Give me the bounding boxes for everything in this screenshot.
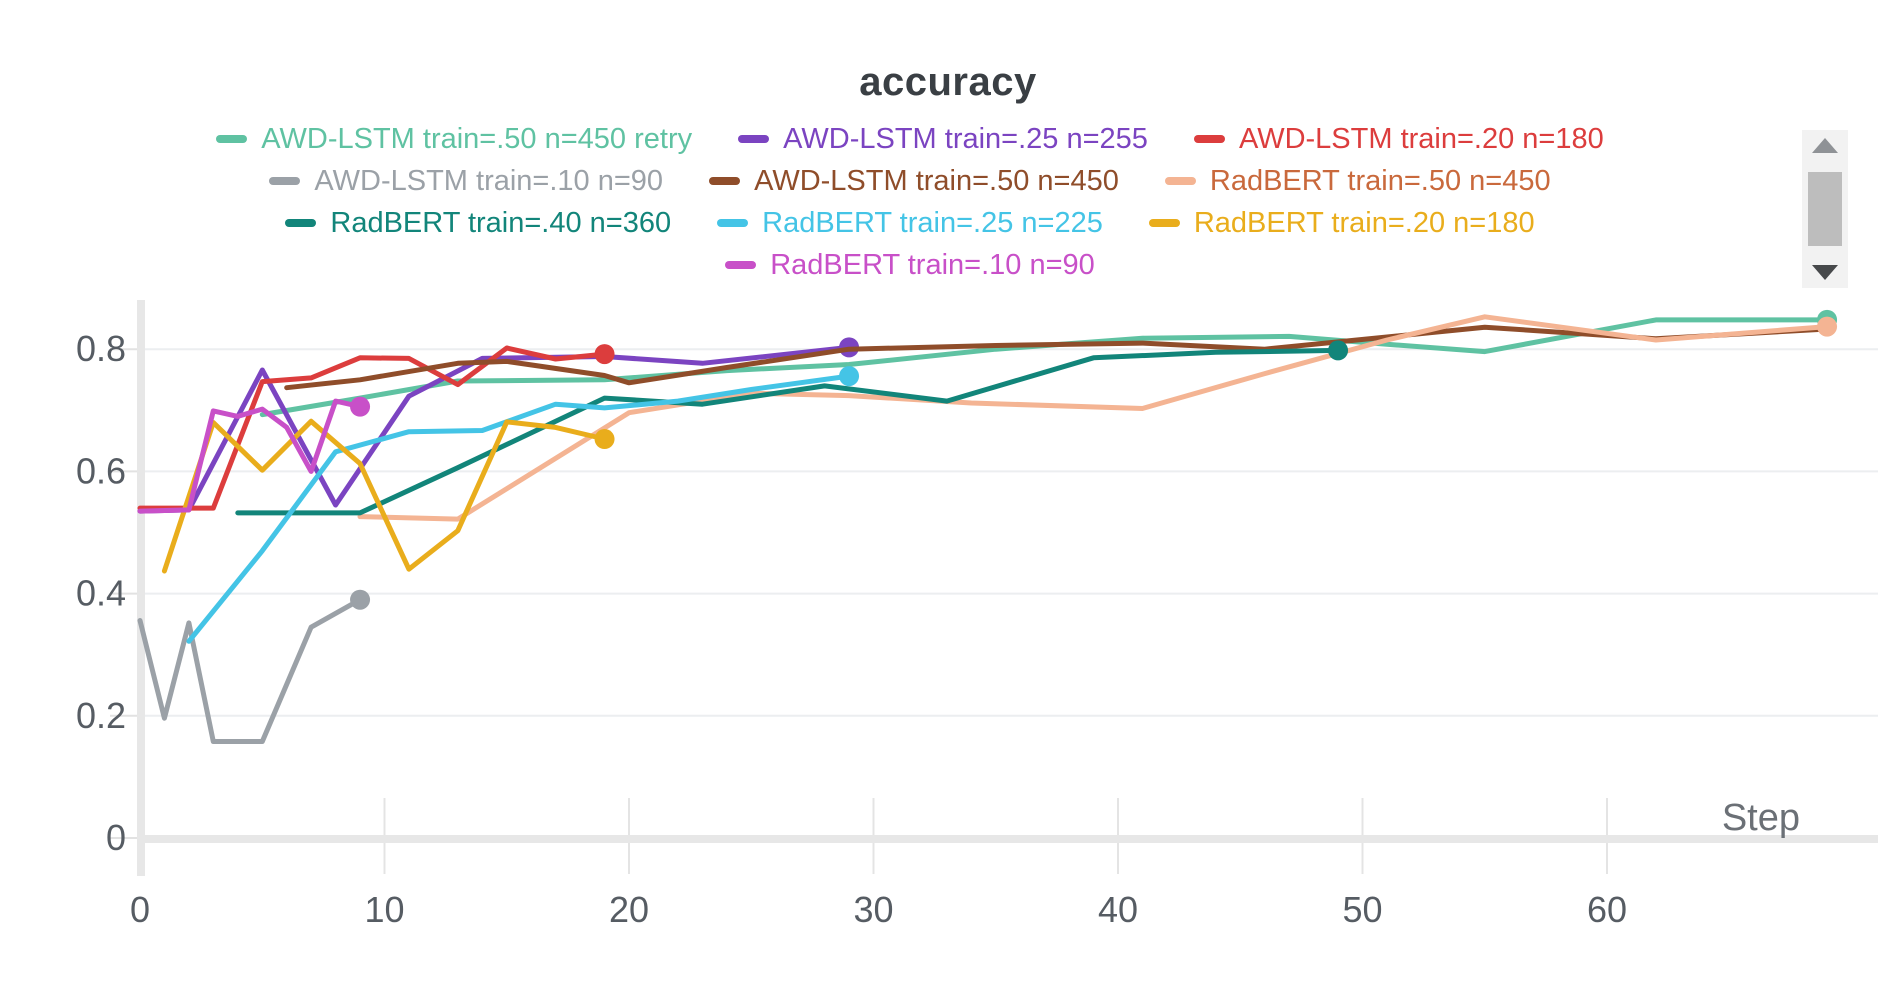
x-tick-label: 10 — [364, 889, 404, 930]
x-axis-line — [137, 835, 1878, 843]
x-tick-label: 30 — [853, 889, 893, 930]
legend-item-1[interactable]: AWD-LSTM train=.25 n=255 — [738, 123, 1148, 155]
legend-row-4: RadBERT train=.10 n=90 — [725, 249, 1095, 281]
x-tick-label: 60 — [1587, 889, 1627, 930]
run-line-awd-lstm-train-50-n-450[interactable] — [284, 324, 1830, 391]
run-line-awd-lstm-train-50-n-450-retry[interactable] — [259, 317, 1830, 418]
legend-item-6[interactable]: RadBERT train=.40 n=360 — [285, 207, 671, 239]
scroll-up-icon[interactable] — [1812, 138, 1838, 153]
legend-swatch-icon — [216, 135, 248, 143]
legend-label: AWD-LSTM train=.10 n=90 — [314, 165, 664, 197]
run-line-radbert-train-20-n-180[interactable] — [161, 418, 607, 574]
run-awd-lstm-train-10-n-90[interactable] — [137, 589, 371, 744]
run-line-radbert-train-10-n-90[interactable] — [137, 398, 363, 514]
legend-label: AWD-LSTM train=.50 n=450 retry — [261, 123, 693, 155]
run-end-dot-awd-lstm-train-10-n-90 — [350, 589, 371, 610]
run-radbert-train-40-n-360[interactable] — [235, 340, 1349, 516]
legend-item-8[interactable]: RadBERT train=.20 n=180 — [1148, 207, 1535, 239]
scrollbar[interactable] — [1802, 130, 1848, 288]
legend-row-2: AWD-LSTM train=.10 n=90 AWD-LSTM train=.5… — [269, 165, 1551, 197]
legend-row-1: AWD-LSTM train=.50 n=450 retry AWD-LSTM t… — [216, 123, 1604, 155]
run-radbert-train-25-n-225[interactable] — [186, 366, 860, 644]
run-line-radbert-train-50-n-450[interactable] — [357, 314, 1830, 522]
legend-row-3: RadBERT train=.40 n=360 RadBERT train=.25… — [285, 207, 1535, 239]
legend-label: RadBERT train=.25 n=225 — [762, 207, 1103, 239]
run-radbert-train-50-n-450[interactable] — [357, 314, 1838, 522]
x-tick-label: 0 — [130, 889, 150, 930]
y-gridlines — [138, 348, 1878, 717]
y-tick-label: 0 — [106, 817, 126, 858]
run-line-radbert-train-40-n-360[interactable] — [235, 347, 1341, 516]
legend-item-9[interactable]: RadBERT train=.10 n=90 — [725, 249, 1095, 281]
legend-swatch-icon — [269, 177, 301, 185]
run-end-dot-awd-lstm-train-20-n-180 — [594, 344, 615, 365]
x-tick-label: 50 — [1342, 889, 1382, 930]
run-radbert-train-10-n-90[interactable] — [137, 396, 371, 514]
run-line-awd-lstm-train-10-n-90[interactable] — [137, 597, 363, 744]
y-tick-label: 0.8 — [76, 328, 126, 369]
chart-title: accuracy — [859, 60, 1037, 104]
scroll-down-icon[interactable] — [1812, 265, 1838, 280]
legend-item-5[interactable]: RadBERT train=.50 n=450 — [1164, 165, 1551, 197]
run-end-dot-radbert-train-50-n-450 — [1817, 316, 1838, 337]
x-axis-title: Step — [1722, 797, 1800, 839]
run-end-dot-radbert-train-25-n-225 — [839, 366, 860, 387]
x-tick-labels: 0 10 20 30 40 50 60 — [130, 889, 1627, 930]
x-tick-label: 20 — [609, 889, 649, 930]
legend-label: RadBERT train=.50 n=450 — [1209, 165, 1551, 197]
legend-label: RadBERT train=.40 n=360 — [330, 207, 672, 239]
legend-label: AWD-LSTM train=.25 n=255 — [783, 123, 1148, 155]
legend-label: RadBERT train=.20 n=180 — [1193, 207, 1535, 239]
legend-item-2[interactable]: AWD-LSTM train=.20 n=180 — [1193, 123, 1604, 155]
run-awd-lstm-train-50-n-450[interactable] — [284, 324, 1830, 391]
x-tick-label: 40 — [1098, 889, 1138, 930]
legend-swatch-icon — [717, 219, 749, 227]
legend-swatch-icon — [1193, 135, 1225, 143]
legend-swatch-icon — [709, 177, 741, 185]
legend-swatch-icon — [1164, 177, 1196, 185]
legend-swatch-icon — [738, 135, 770, 143]
series-lines — [137, 309, 1838, 744]
y-axis-line — [137, 300, 145, 876]
scrollbar-thumb[interactable] — [1808, 172, 1842, 246]
y-tick-label: 0.6 — [76, 450, 126, 491]
legend-item-0[interactable]: AWD-LSTM train=.50 n=450 retry — [216, 123, 692, 155]
legend-label: AWD-LSTM train=.20 n=180 — [1238, 123, 1604, 155]
legend-item-7[interactable]: RadBERT train=.25 n=225 — [717, 207, 1103, 239]
legend-item-3[interactable]: AWD-LSTM train=.10 n=90 — [269, 165, 663, 197]
legend-swatch-icon — [1148, 219, 1180, 227]
legend: AWD-LSTM train=.50 n=450 retry AWD-LSTM t… — [0, 123, 1820, 281]
run-end-dot-radbert-train-10-n-90 — [350, 396, 371, 417]
legend-label: RadBERT train=.10 n=90 — [770, 249, 1095, 281]
run-end-dot-radbert-train-20-n-180 — [594, 429, 615, 450]
y-tick-labels: 0 0.2 0.4 0.6 0.8 — [76, 328, 126, 858]
run-line-awd-lstm-train-25-n-255[interactable] — [137, 344, 852, 514]
legend-swatch-icon — [725, 261, 757, 269]
run-radbert-train-20-n-180[interactable] — [161, 418, 615, 574]
run-end-dot-radbert-train-40-n-360 — [1328, 340, 1349, 361]
y-tick-label: 0.4 — [76, 573, 126, 614]
legend-swatch-icon — [285, 219, 317, 227]
y-tick-label: 0.2 — [76, 695, 126, 736]
legend-label: AWD-LSTM train=.50 n=450 — [754, 165, 1119, 197]
legend-item-4[interactable]: AWD-LSTM train=.50 n=450 — [709, 165, 1119, 197]
run-line-radbert-train-25-n-225[interactable] — [186, 373, 852, 644]
